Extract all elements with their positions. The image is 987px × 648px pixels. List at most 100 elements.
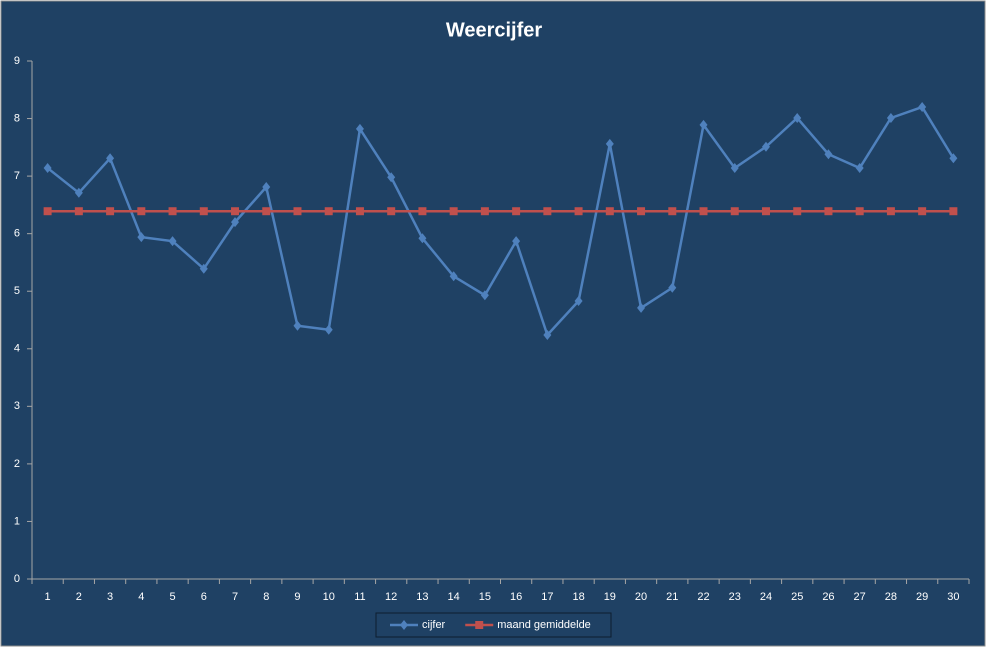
data-point [106,153,115,164]
x-tick-label: 30 [947,591,959,603]
x-tick-label: 3 [107,591,113,603]
x-tick-label: 23 [729,591,741,603]
data-point [231,217,240,228]
y-tick-label: 5 [14,285,20,297]
data-point [949,153,958,164]
data-point [43,163,52,174]
y-tick-label: 4 [14,343,20,355]
x-tick-label: 4 [138,591,144,603]
data-point [730,207,739,216]
x-tick-label: 14 [448,591,460,603]
data-point [637,207,646,216]
x-tick-label: 17 [541,591,553,603]
data-point [418,207,427,216]
data-point [824,149,833,160]
data-point [231,207,240,216]
x-tick-label: 21 [666,591,678,603]
data-point [480,207,489,216]
data-point [324,324,333,335]
data-point [74,187,83,198]
x-tick-label: 19 [604,591,616,603]
data-point [418,233,427,244]
data-point [699,119,708,130]
data-point [199,207,208,216]
data-point [355,123,364,134]
data-point [949,207,958,216]
data-point [106,207,115,216]
x-tick-label: 25 [791,591,803,603]
data-point [855,207,864,216]
x-tick-label: 1 [45,591,51,603]
x-tick-label: 2 [76,591,82,603]
data-point [512,236,521,247]
x-tick-label: 10 [323,591,335,603]
x-tick-label: 29 [916,591,928,603]
data-point [74,207,83,216]
data-point [387,207,396,216]
data-point [918,102,927,113]
data-point [293,320,302,331]
data-point [543,329,552,340]
x-tick-label: 15 [479,591,491,603]
x-tick-label: 27 [854,591,866,603]
data-point [168,207,177,216]
data-point [668,282,677,293]
data-point [668,207,677,216]
data-point [761,141,770,152]
data-point [324,207,333,216]
data-point [293,207,302,216]
data-point [262,182,271,193]
y-tick-label: 3 [14,400,20,412]
data-point [574,207,583,216]
legend-marker [475,621,484,629]
data-point [793,207,802,216]
data-point [574,296,583,307]
x-tick-label: 16 [510,591,522,603]
x-tick-label: 13 [416,591,428,603]
x-tick-label: 28 [885,591,897,603]
data-point [605,207,614,216]
legend-box [375,612,612,638]
y-tick-label: 1 [14,515,20,527]
data-point [43,207,52,216]
legend-marker [400,620,408,630]
y-tick-label: 7 [14,170,20,182]
data-point [262,207,271,216]
legend-label: cijfer [422,619,446,631]
data-point [761,207,770,216]
data-point [168,236,177,247]
data-point [449,271,458,282]
data-point [449,207,458,216]
data-point [824,207,833,216]
data-point [137,232,146,243]
data-point [637,302,646,313]
x-tick-label: 20 [635,591,647,603]
data-point [512,207,521,216]
data-point [793,112,802,123]
x-tick-label: 11 [354,591,365,603]
data-point [137,207,146,216]
data-point [355,207,364,216]
data-point [480,290,489,301]
data-point [886,112,895,123]
data-point [199,263,208,274]
data-point [918,207,927,216]
y-tick-label: 8 [14,112,20,124]
chart-title: Weercijfer [446,19,543,41]
y-tick-label: 6 [14,228,20,240]
x-tick-label: 12 [385,591,397,603]
data-point [699,207,708,216]
y-tick-label: 0 [14,573,20,585]
x-tick-label: 18 [572,591,584,603]
data-point [543,207,552,216]
data-point [855,163,864,174]
x-tick-label: 5 [169,591,175,603]
x-tick-label: 22 [697,591,709,603]
y-tick-label: 2 [14,458,20,470]
data-point [886,207,895,216]
x-tick-label: 8 [263,591,269,603]
legend: cijfer maand gemiddelde [375,612,612,638]
x-tick-label: 7 [232,591,238,603]
y-tick-label: 9 [14,55,20,67]
